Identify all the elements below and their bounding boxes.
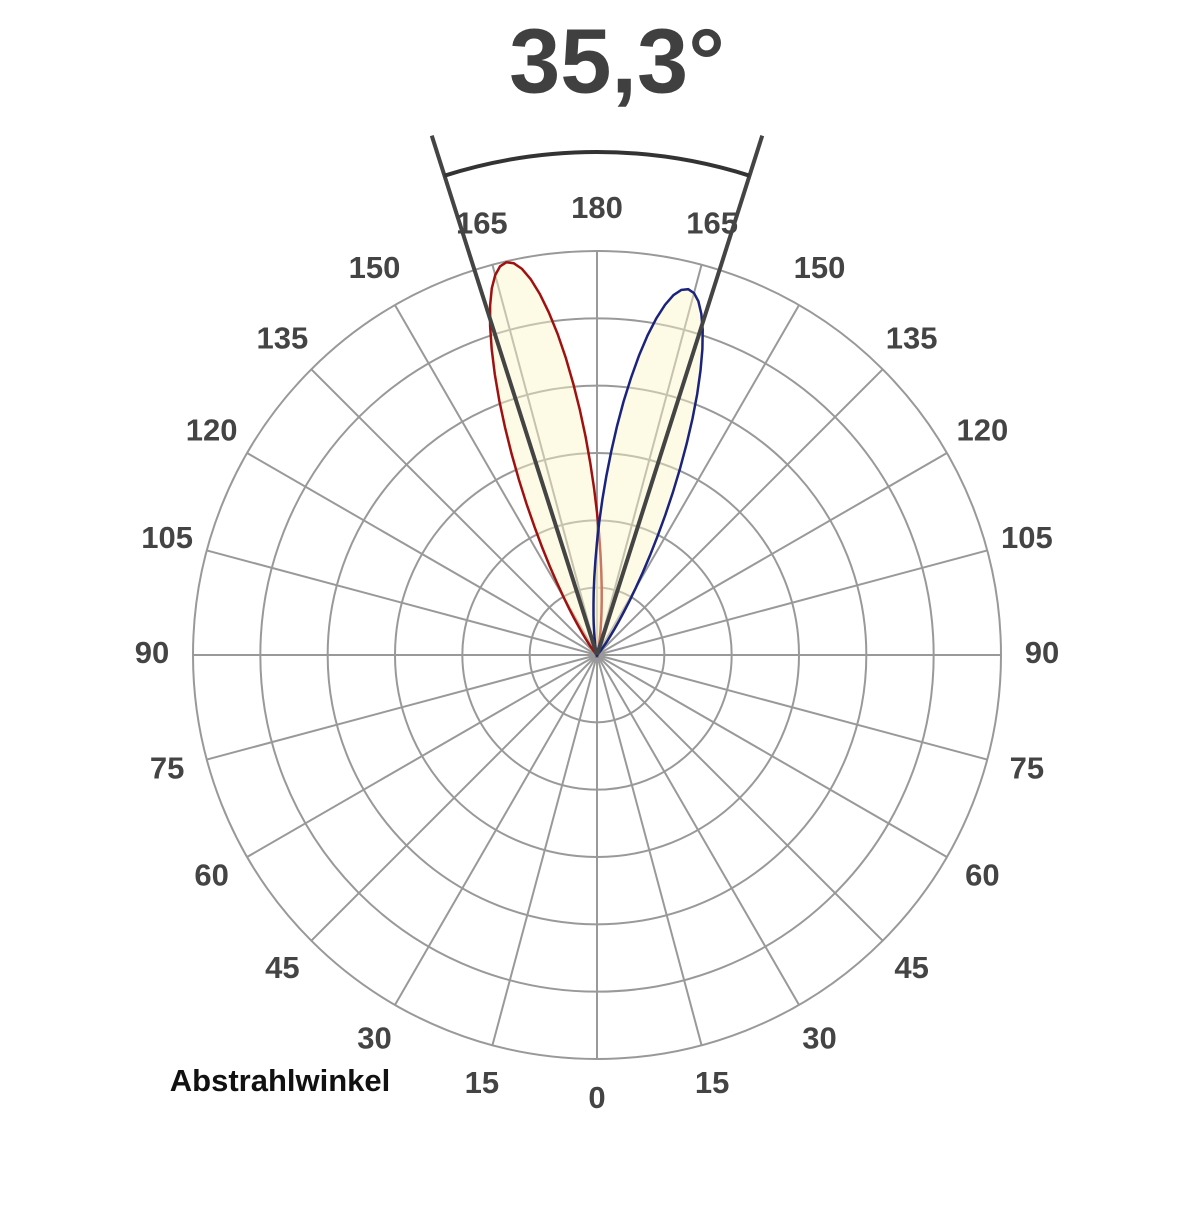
grid-spoke — [596, 654, 800, 1006]
grid-spoke — [596, 264, 703, 656]
angle-label: 0 — [588, 1080, 605, 1115]
grid-spoke — [596, 368, 884, 656]
angle-label: 90 — [1025, 635, 1059, 670]
beam-angle — [429, 135, 765, 656]
beam-arc — [443, 150, 751, 178]
grid-spoke — [206, 654, 598, 761]
beam-line — [595, 135, 765, 656]
grid-spoke — [491, 654, 598, 1046]
grid-spoke — [310, 368, 598, 656]
angle-label: 30 — [802, 1021, 836, 1056]
angle-label: 150 — [794, 250, 846, 285]
grid-spoke — [246, 654, 598, 858]
title: 35,3° — [509, 10, 725, 112]
grid-spoke — [310, 654, 598, 942]
grid-spoke — [206, 549, 598, 656]
angle-label: 15 — [465, 1065, 499, 1100]
grid-spoke — [596, 452, 948, 656]
angle-label: 135 — [886, 321, 938, 356]
angle-label: 15 — [695, 1065, 729, 1100]
grid-spoke — [596, 654, 948, 858]
grid-spoke — [394, 654, 598, 1006]
angle-label: 150 — [349, 250, 401, 285]
grid-spoke — [491, 264, 598, 656]
angle-label: 120 — [186, 413, 238, 448]
angle-label: 75 — [1010, 750, 1044, 785]
angle-label: 165 — [456, 205, 508, 240]
grid-spoke — [596, 654, 703, 1046]
angle-label: 75 — [150, 750, 184, 785]
angle-label: 60 — [194, 858, 228, 893]
grid-spoke — [246, 452, 598, 656]
angle-label: 45 — [894, 950, 928, 985]
angle-labels: 0 15 30 45 60 75 90 105 120 135 150 165 180 15 30 45 60 7… — [135, 190, 1059, 1115]
angle-label: 45 — [265, 950, 299, 985]
grid-spoke — [596, 549, 988, 656]
angle-label: 105 — [141, 520, 193, 555]
angle-label: 90 — [135, 635, 169, 670]
angle-label: 105 — [1001, 520, 1053, 555]
grid-spoke — [596, 654, 884, 942]
angle-label: 30 — [357, 1021, 391, 1056]
beam-line — [429, 135, 599, 656]
grid-spoke — [596, 654, 988, 761]
angle-label: 180 — [571, 190, 623, 225]
angle-label: 60 — [965, 858, 999, 893]
angle-label: 135 — [256, 321, 308, 356]
angle-label: 120 — [957, 413, 1009, 448]
caption: Abstrahlwinkel — [170, 1063, 391, 1098]
angle-label: 165 — [686, 205, 738, 240]
